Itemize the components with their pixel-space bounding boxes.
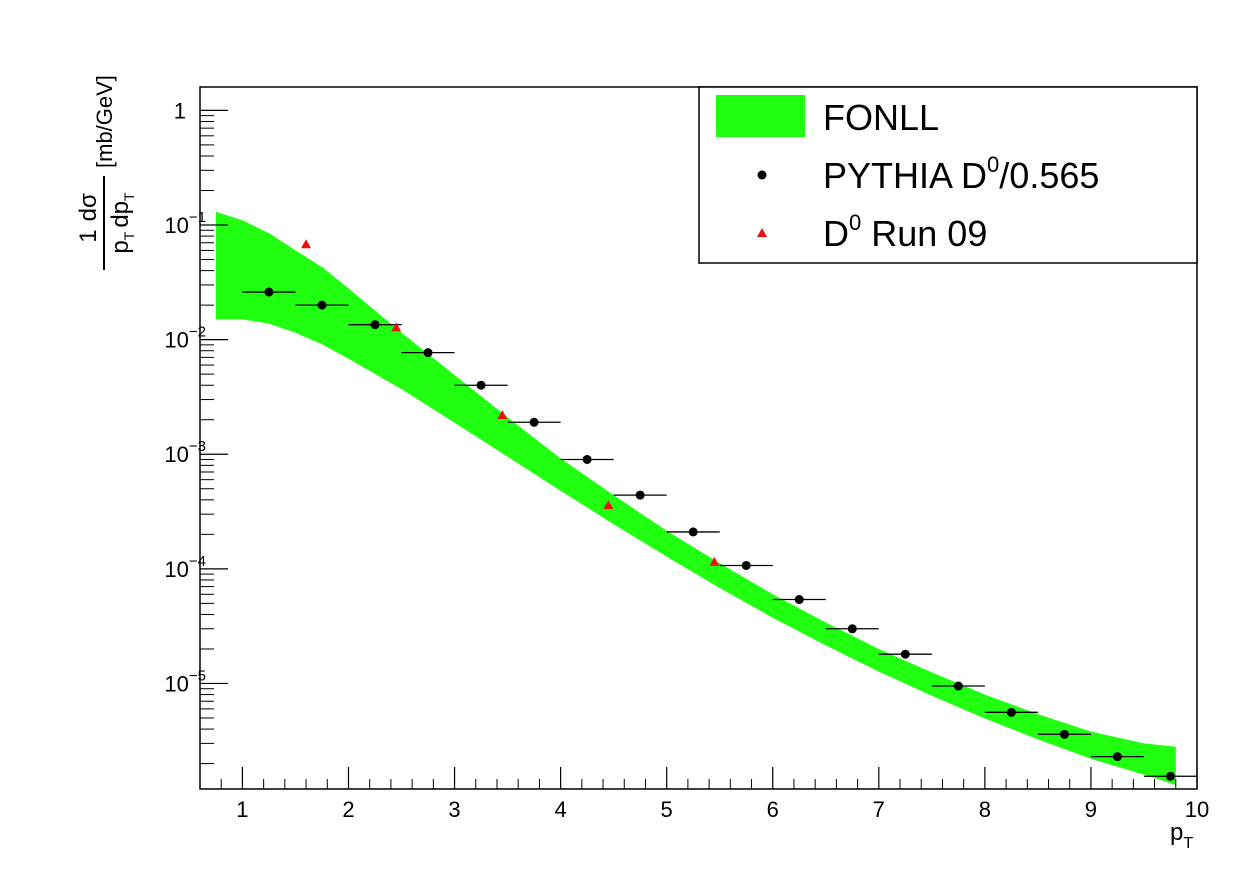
run09-point xyxy=(603,500,614,510)
y-tick-label: 1 xyxy=(174,98,186,123)
pythia-point xyxy=(1006,707,1016,717)
run09-point xyxy=(497,409,508,419)
pythia-point xyxy=(317,300,327,310)
x-tick-label: 8 xyxy=(979,797,991,822)
legend-fonll-swatch xyxy=(716,95,805,137)
x-tick-label: 1 xyxy=(236,797,248,822)
y-tick-label: 10−4 xyxy=(164,553,206,582)
legend-run09-marker xyxy=(757,228,767,237)
pythia-point xyxy=(953,681,963,691)
y-label-denominator: pTdpT xyxy=(107,192,137,254)
legend-pythia-label: PYTHIA D0/0.565 xyxy=(823,152,1099,196)
x-axis: 1 2 3 4 5 6 7 8 9 10 xyxy=(199,767,1209,822)
pythia-point xyxy=(370,320,380,330)
pythia-point xyxy=(529,417,539,427)
y-tick-label: 10−3 xyxy=(164,438,206,467)
pythia-point xyxy=(688,527,698,537)
pythia-point xyxy=(1059,729,1069,739)
x-tick-label: 5 xyxy=(661,797,673,822)
x-tick-label: 7 xyxy=(873,797,885,822)
x-tick-label: 4 xyxy=(554,797,566,822)
pythia-point xyxy=(582,454,592,464)
pythia-point xyxy=(264,287,274,297)
legend-run09-label: D0 Run 09 xyxy=(823,210,987,254)
pythia-point xyxy=(1112,752,1122,762)
pythia-point xyxy=(741,560,751,570)
pythia-point xyxy=(847,624,857,634)
pythia-point xyxy=(476,380,486,390)
pythia-point xyxy=(900,649,910,659)
legend-pythia-marker xyxy=(757,170,767,180)
y-tick-label: 10−2 xyxy=(164,324,206,353)
fonll-band xyxy=(215,211,1176,785)
y-tick-label: 10−5 xyxy=(164,667,206,696)
legend: FONLL PYTHIA D0/0.565 D0 Run 09 xyxy=(698,86,1198,264)
pythia-point xyxy=(635,490,645,500)
x-tick-label: 10 xyxy=(1185,797,1209,822)
run09-point xyxy=(391,322,402,332)
y-axis-label: 1dσ pTdpT [mb/GeV] xyxy=(75,75,137,270)
run09-point xyxy=(709,556,720,566)
x-tick-label: 9 xyxy=(1085,797,1097,822)
legend-fonll-label: FONLL xyxy=(823,97,939,138)
y-tick-label: 10−1 xyxy=(164,209,206,238)
x-axis-label: pT xyxy=(1170,819,1193,852)
pythia-point xyxy=(1165,771,1175,781)
x-tick-label: 3 xyxy=(448,797,460,822)
points-layer xyxy=(264,239,1175,781)
fonll-band-layer xyxy=(215,211,1176,785)
run09-point xyxy=(301,239,312,249)
pythia-point xyxy=(794,595,804,605)
y-label-numerator: 1dσ xyxy=(75,193,102,243)
pythia-point xyxy=(423,348,433,358)
y-axis: 1 10−1 10−2 10−3 10−4 10−5 xyxy=(164,98,228,765)
x-tick-label: 6 xyxy=(767,797,779,822)
y-label-units: [mb/GeV] xyxy=(92,75,117,168)
x-tick-label: 2 xyxy=(342,797,354,822)
